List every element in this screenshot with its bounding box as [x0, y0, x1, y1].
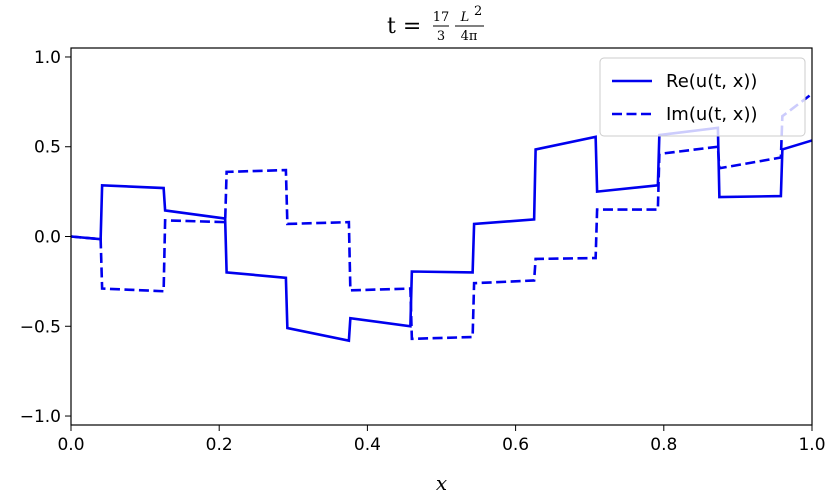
- title-frac1-numerator: 17: [433, 10, 450, 25]
- legend: Re(u(t, x)) Im(u(t, x)): [599, 57, 806, 137]
- x-tick-label: 0.8: [650, 435, 677, 455]
- title-frac2-numerator: L: [460, 10, 470, 25]
- y-tick-label: 1.0: [34, 48, 61, 68]
- legend-label: Im(u(t, x)): [666, 104, 758, 125]
- y-tick-label: −1.0: [20, 407, 61, 427]
- y-tick-label: −0.5: [20, 317, 61, 337]
- x-tick-label: 1.0: [798, 435, 825, 455]
- series-line-real: [71, 126, 812, 343]
- title-prefix: t =: [387, 14, 421, 39]
- legend-box: [599, 57, 806, 137]
- y-tick-label: 0.5: [34, 138, 61, 158]
- y-axis-ticks: −1.0 −0.5 0.0 0.5 1.0: [20, 48, 71, 427]
- x-tick-label: 0.6: [502, 435, 529, 455]
- legend-label: Re(u(t, x)): [666, 71, 757, 92]
- x-tick-label: 0.2: [206, 435, 233, 455]
- x-tick-label: 0.4: [354, 435, 381, 455]
- x-tick-label: 0.0: [57, 435, 84, 455]
- title-frac1-denominator: 3: [437, 29, 445, 44]
- title-frac2-exponent: 2: [474, 4, 482, 19]
- x-axis-ticks: 0.0 0.2 0.4 0.6 0.8 1.0: [57, 425, 826, 455]
- y-tick-label: 0.0: [34, 228, 61, 248]
- series-line-imaginary: [71, 92, 812, 341]
- chart-title: t = 17 3 L 2 4π: [387, 4, 484, 44]
- title-frac2-denominator: 4π: [461, 29, 478, 44]
- x-axis-label: x: [436, 471, 447, 495]
